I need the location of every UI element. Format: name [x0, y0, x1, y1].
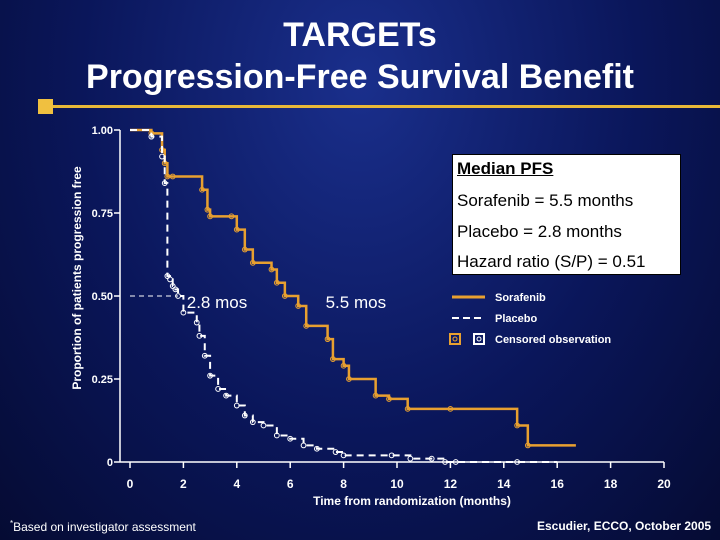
- placebo-censor-mark: [167, 276, 173, 283]
- sorafenib-censor-mark: [249, 259, 256, 266]
- sorafenib-censor-mark: [233, 226, 240, 233]
- legend-censor-placebo-marker: [473, 333, 485, 345]
- sorafenib-censor-mark: [524, 442, 531, 449]
- median-pfs-heading: Median PFS: [457, 159, 554, 178]
- y-tick-label: 0.50: [92, 291, 113, 303]
- sorafenib-censor-mark: [164, 173, 171, 180]
- x-tick-label: 14: [497, 477, 511, 491]
- sorafenib-censor-mark: [386, 396, 392, 402]
- sorafenib-censor-mark: [303, 322, 310, 329]
- placebo-censor-mark: [161, 180, 168, 187]
- placebo-censor-mark: [287, 435, 294, 442]
- legend-censor-sorafenib-marker: [449, 333, 461, 345]
- sorafenib-censor-mark: [228, 213, 235, 220]
- y-tick-label: 0: [107, 457, 113, 469]
- slide-title: TARGETs: [283, 16, 437, 54]
- legend-censor-sorafenib-dot: [452, 336, 458, 342]
- sorafenib-censor-mark: [346, 376, 352, 382]
- sorafenib-censor-mark: [169, 173, 176, 180]
- sorafenib-censor-mark: [372, 392, 379, 399]
- placebo-censor-mark: [196, 332, 203, 339]
- placebo-censor-mark: [452, 459, 459, 465]
- x-tick-label: 0: [127, 477, 134, 491]
- x-tick-label: 4: [233, 477, 240, 491]
- placebo-censor-mark: [148, 133, 155, 140]
- sorafenib-censor-mark: [207, 213, 214, 220]
- x-axis-label: Time from randomization (months): [313, 494, 511, 508]
- placebo-censor-mark: [273, 432, 280, 439]
- x-tick-label: 20: [657, 477, 671, 491]
- y-tick-label: 0.25: [92, 374, 113, 386]
- x-tick-label: 8: [340, 477, 347, 491]
- placebo-censor-mark: [201, 352, 208, 359]
- placebo-censor-mark: [172, 286, 179, 293]
- legend-placebo-label: Placebo: [495, 313, 537, 325]
- sorafenib-censor-mark: [330, 356, 336, 362]
- footnote: *Based on investigator assessment: [10, 519, 196, 534]
- sorafenib-censor-mark: [204, 206, 211, 213]
- x-tick-label: 10: [390, 477, 404, 491]
- placebo-censor-mark: [314, 445, 320, 452]
- placebo-censor-mark: [233, 402, 240, 409]
- slide-subtitle: Progression-Free Survival Benefit: [86, 58, 634, 96]
- sorafenib-censor-mark: [447, 405, 454, 412]
- sorafenib-censor-mark: [340, 362, 347, 369]
- placebo-censor-mark: [180, 309, 187, 316]
- hazard-ratio-text: Hazard ratio (S/P) = 0.51: [457, 252, 646, 271]
- placebo-median-text: Placebo = 2.8 months: [457, 222, 622, 241]
- placebo-censor-mark: [215, 386, 222, 392]
- footnote-text: Based on investigator assessment: [13, 520, 196, 534]
- sorafenib-censor-mark: [324, 336, 331, 343]
- placebo-censor-mark: [241, 412, 248, 419]
- sorafenib-censor-mark: [268, 266, 275, 273]
- x-tick-label: 2: [180, 477, 187, 491]
- x-tick-label: 6: [287, 477, 294, 491]
- sorafenib-censor-mark: [404, 405, 411, 412]
- legend-sorafenib-label: Sorafenib: [495, 292, 546, 304]
- median-annotation: 2.8 mos: [187, 293, 247, 312]
- sorafenib-censor-mark: [199, 186, 205, 193]
- median-annotation: 5.5 mos: [326, 293, 386, 312]
- sorafenib-censor-mark: [295, 303, 302, 309]
- median-pfs-box: Median PFS Sorafenib = 5.5 months Placeb…: [452, 154, 681, 275]
- y-tick-label: 0.75: [92, 208, 113, 220]
- y-tick-label: 1.00: [92, 125, 113, 137]
- placebo-censor-mark: [223, 392, 230, 399]
- y-axis-label: Proportion of patients progression free: [70, 166, 84, 390]
- footnote-marker: *: [10, 519, 14, 528]
- sorafenib-censor-mark: [281, 293, 288, 299]
- placebo-censor-mark: [340, 452, 347, 459]
- citation: Escudier, ECCO, October 2005: [537, 519, 712, 533]
- sorafenib-median-text: Sorafenib = 5.5 months: [457, 191, 634, 210]
- placebo-censor-mark: [159, 153, 165, 160]
- placebo-censor-mark: [332, 449, 339, 455]
- placebo-censor-mark: [388, 452, 395, 459]
- placebo-censor-mark: [514, 459, 521, 465]
- sorafenib-censor-mark: [241, 246, 248, 253]
- title-rule: [53, 105, 720, 108]
- sorafenib-censor-mark: [514, 422, 521, 429]
- placebo-censor-mark: [260, 422, 267, 429]
- legend-censor-placebo-dot: [476, 336, 482, 342]
- placebo-censor-mark: [207, 372, 214, 379]
- placebo-censor-mark: [249, 419, 256, 426]
- legend-censored-label: Censored observation: [495, 334, 611, 346]
- x-tick-label: 18: [604, 477, 618, 491]
- title-rule-marker: [38, 99, 53, 114]
- x-tick-label: 16: [551, 477, 565, 491]
- sorafenib-censor-mark: [273, 279, 280, 286]
- placebo-censor-mark: [407, 455, 414, 462]
- placebo-censor-mark: [175, 293, 181, 299]
- x-tick-label: 12: [444, 477, 458, 491]
- placebo-censor-mark: [442, 459, 448, 465]
- placebo-censor-mark: [428, 455, 435, 462]
- placebo-censor-mark: [193, 319, 200, 326]
- placebo-censor-mark: [300, 442, 307, 449]
